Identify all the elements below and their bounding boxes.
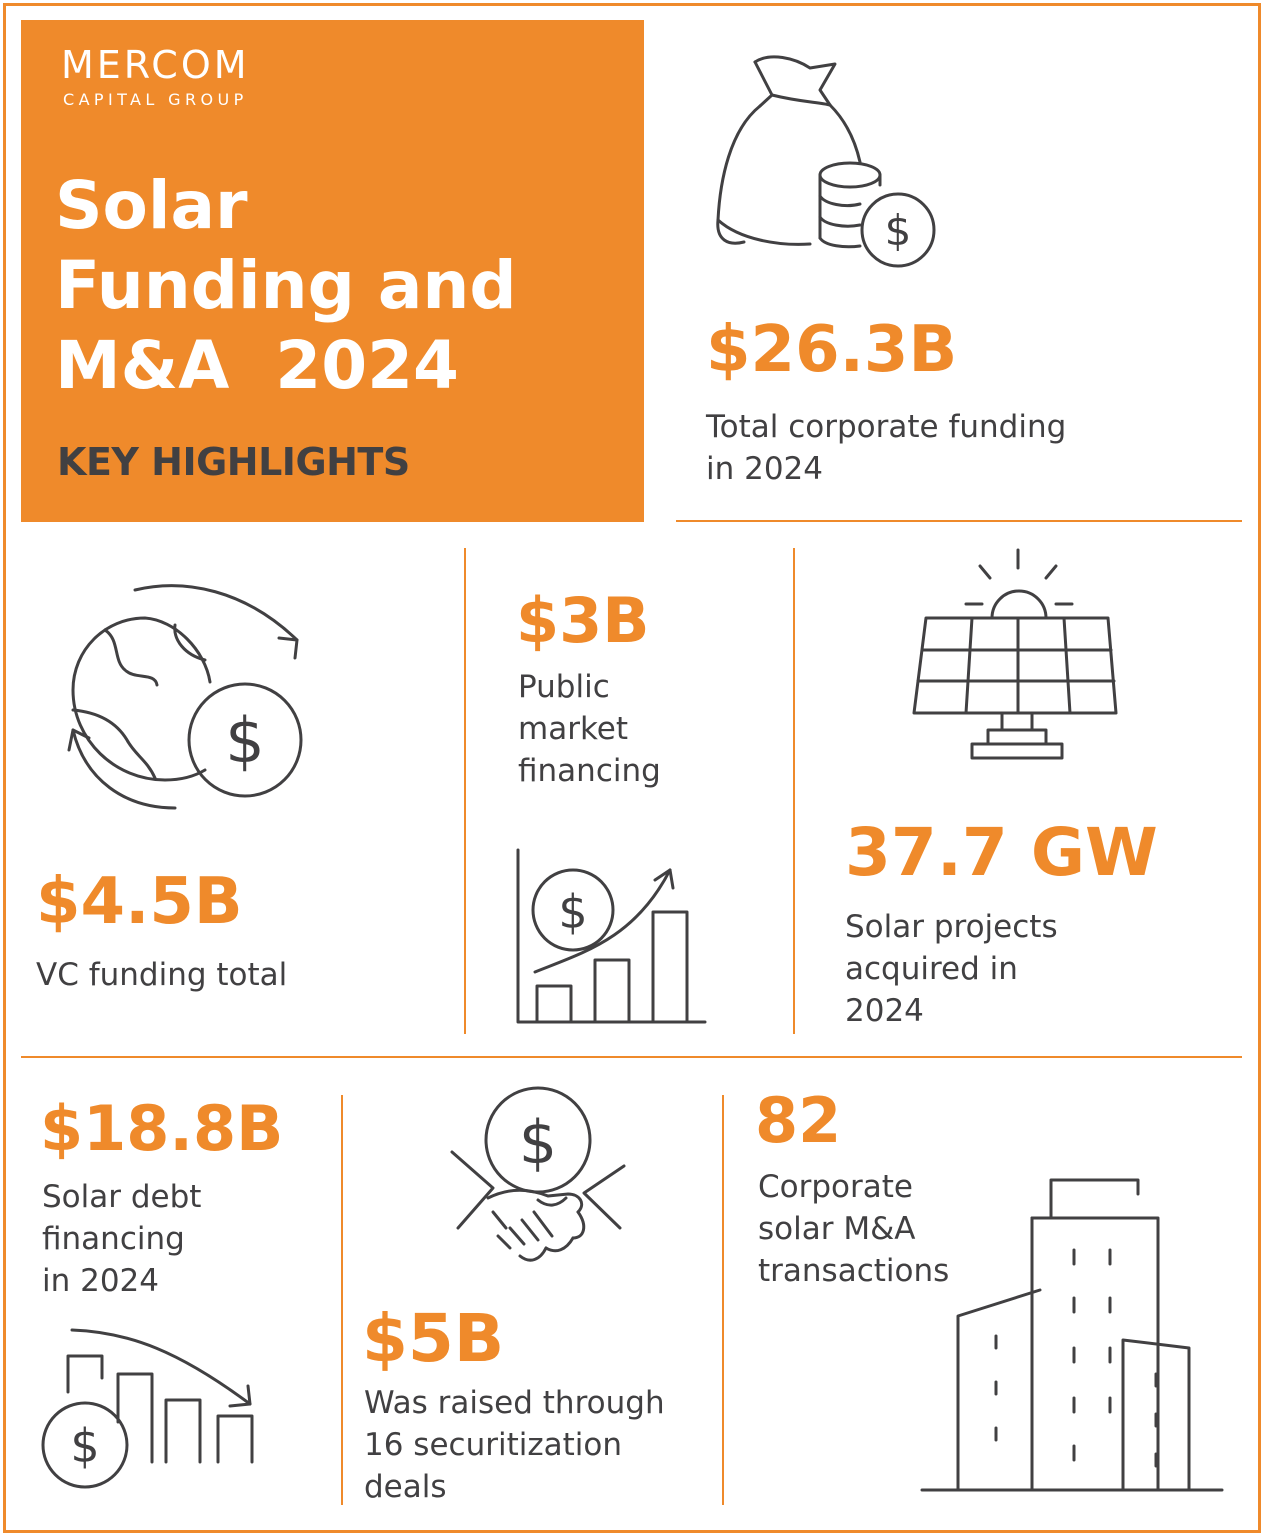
description-line: Public bbox=[518, 669, 610, 705]
page-title-line: Funding and bbox=[55, 247, 517, 324]
description-line: Corporate bbox=[758, 1169, 913, 1205]
description-line: deals bbox=[364, 1469, 447, 1505]
svg-text:$: $ bbox=[70, 1419, 99, 1473]
description-line: Solar debt bbox=[42, 1179, 202, 1215]
divider-middle bbox=[21, 1056, 1242, 1058]
globe-dollar-cycle-icon: $ bbox=[67, 584, 303, 810]
divider-col-4 bbox=[722, 1095, 724, 1505]
total-corporate-description: Total corporate funding in 2024 bbox=[706, 406, 1066, 490]
svg-text:$: $ bbox=[885, 206, 912, 255]
description-line: transactions bbox=[758, 1253, 950, 1289]
svg-text:$: $ bbox=[519, 1108, 557, 1178]
hero-panel: MERCOM CAPITAL GROUP Solar Funding and M… bbox=[21, 20, 644, 522]
page-title-line: M&A 2024 bbox=[55, 327, 459, 404]
ma-transactions-value: 82 bbox=[755, 1084, 842, 1157]
brand-logo-tagline: CAPITAL GROUP bbox=[63, 90, 248, 109]
rising-bar-chart-dollar-icon: $ bbox=[516, 848, 707, 1024]
description-line: VC funding total bbox=[36, 957, 288, 993]
divider-col-1 bbox=[464, 548, 466, 1034]
description-line: 16 securitization bbox=[364, 1427, 622, 1463]
description-line: Total corporate funding bbox=[706, 409, 1067, 445]
projects-acquired-value: 37.7 GW bbox=[845, 814, 1158, 891]
description-line: financing bbox=[518, 753, 661, 789]
brand-logo-name: MERCOM bbox=[61, 43, 250, 87]
money-bag-coins-icon: $ bbox=[716, 55, 936, 268]
divider-top-right bbox=[676, 520, 1242, 522]
divider-col-2 bbox=[793, 548, 795, 1034]
divider-col-3 bbox=[341, 1095, 343, 1505]
vc-funding-description: VC funding total bbox=[36, 954, 287, 996]
description-line: in 2024 bbox=[706, 451, 824, 487]
description-line: solar M&A bbox=[758, 1211, 916, 1247]
page-title-line: Solar bbox=[55, 167, 248, 244]
securitization-value: $5B bbox=[362, 1300, 505, 1377]
debt-financing-value: $18.8B bbox=[40, 1092, 284, 1165]
description-line: acquired in bbox=[845, 951, 1018, 987]
page-subtitle: KEY HIGHLIGHTS bbox=[57, 440, 410, 484]
description-line: Solar projects bbox=[845, 909, 1058, 945]
solar-panel-sun-icon bbox=[912, 548, 1118, 760]
total-corporate-value: $26.3B bbox=[706, 313, 958, 387]
description-line: market bbox=[518, 711, 629, 747]
projects-acquired-description: Solar projects acquired in 2024 bbox=[845, 906, 1058, 1032]
description-line: financing bbox=[42, 1221, 185, 1257]
description-line: 2024 bbox=[845, 993, 924, 1029]
handshake-dollar-icon: $ bbox=[450, 1086, 626, 1262]
office-buildings-icon bbox=[920, 1178, 1224, 1492]
svg-text:$: $ bbox=[225, 704, 264, 777]
debt-financing-description: Solar debt financing in 2024 bbox=[42, 1176, 201, 1302]
page-border bbox=[3, 3, 1261, 1533]
svg-text:$: $ bbox=[558, 885, 587, 939]
public-market-description: Public market financing bbox=[518, 666, 661, 792]
securitization-description: Was raised through 16 securitization dea… bbox=[364, 1382, 665, 1508]
public-market-value: $3B bbox=[516, 584, 650, 657]
declining-bars-dollar-icon: $ bbox=[41, 1328, 254, 1489]
ma-transactions-description: Corporate solar M&A transactions bbox=[758, 1166, 949, 1292]
description-line: Was raised through bbox=[364, 1385, 665, 1421]
vc-funding-value: $4.5B bbox=[36, 865, 243, 939]
page-title: Solar Funding and M&A 2024 bbox=[55, 166, 635, 406]
description-line: in 2024 bbox=[42, 1263, 160, 1299]
